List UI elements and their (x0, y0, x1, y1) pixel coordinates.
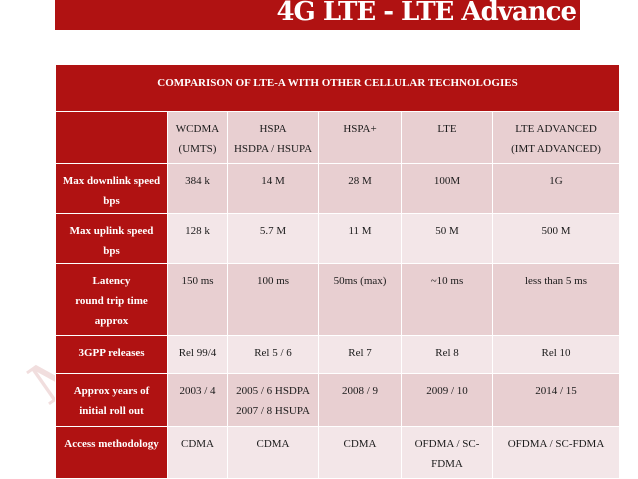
table-cell: 1G (492, 163, 620, 214)
table-cell: 100 ms (227, 263, 319, 336)
table-cell: 28 M (318, 163, 402, 214)
table-cell: CDMA (227, 426, 319, 479)
table-cell: OFDMA / SC- FDMA (401, 426, 493, 479)
table-cell: 50 M (401, 213, 493, 264)
table-cell: ~10 ms (401, 263, 493, 336)
row-label: Max uplink speed bps (55, 213, 168, 264)
table-cell: Rel 7 (318, 335, 402, 374)
table-row: Latency round trip time approx 150 ms 10… (55, 263, 620, 336)
table-cell: less than 5 ms (492, 263, 620, 336)
table-cell: 2009 / 10 (401, 373, 493, 427)
header-lte: LTE (401, 111, 493, 164)
comparison-table: COMPARISON OF LTE-A WITH OTHER CELLULAR … (55, 64, 620, 479)
slide-title-bar: 4G LTE - LTE Advance (55, 0, 580, 30)
table-cell: 5.7 M (227, 213, 319, 264)
table-row: Max downlink speed bps 384 k 14 M 28 M 1… (55, 163, 620, 214)
table-cell: Rel 10 (492, 335, 620, 374)
table-cell: 384 k (167, 163, 228, 214)
header-lte-advanced: LTE ADVANCED (IMT ADVANCED) (492, 111, 620, 164)
header-wcdma: WCDMA (UMTS) (167, 111, 228, 164)
table-cell: 500 M (492, 213, 620, 264)
table-cell: OFDMA / SC-FDMA (492, 426, 620, 479)
table-cell: Rel 8 (401, 335, 493, 374)
table-cell: Rel 99/4 (167, 335, 228, 374)
table-cell: CDMA (167, 426, 228, 479)
table-cell: 2014 / 15 (492, 373, 620, 427)
header-row: WCDMA (UMTS) HSPA HSDPA / HSUPA HSPA+ LT… (55, 111, 620, 164)
table-cell: 2005 / 6 HSDPA 2007 / 8 HSUPA (227, 373, 319, 427)
row-label: Max downlink speed bps (55, 163, 168, 214)
table-cell: 14 M (227, 163, 319, 214)
slide-title: 4G LTE - LTE Advance (276, 0, 577, 27)
row-label: Latency round trip time approx (55, 263, 168, 336)
table-cell: 150 ms (167, 263, 228, 336)
table-cell: 2003 / 4 (167, 373, 228, 427)
row-label: 3GPP releases (55, 335, 168, 374)
table-cell: 2008 / 9 (318, 373, 402, 427)
header-hspa: HSPA HSDPA / HSUPA (227, 111, 319, 164)
table-cell: 128 k (167, 213, 228, 264)
table-row: Approx years of initial roll out 2003 / … (55, 373, 620, 427)
table-cell: 50ms (max) (318, 263, 402, 336)
table-row: Access methodology CDMA CDMA CDMA OFDMA … (55, 426, 620, 479)
table-cell: 11 M (318, 213, 402, 264)
row-label: Access methodology (55, 426, 168, 479)
caption-row: COMPARISON OF LTE-A WITH OTHER CELLULAR … (55, 64, 620, 112)
table-cell: Rel 5 / 6 (227, 335, 319, 374)
table-row: 3GPP releases Rel 99/4 Rel 5 / 6 Rel 7 R… (55, 335, 620, 374)
header-corner-cell (55, 111, 168, 164)
table-caption: COMPARISON OF LTE-A WITH OTHER CELLULAR … (55, 64, 620, 112)
table-cell: CDMA (318, 426, 402, 479)
table-cell: 100M (401, 163, 493, 214)
table-row: Max uplink speed bps 128 k 5.7 M 11 M 50… (55, 213, 620, 264)
header-hspa-plus: HSPA+ (318, 111, 402, 164)
row-label: Approx years of initial roll out (55, 373, 168, 427)
